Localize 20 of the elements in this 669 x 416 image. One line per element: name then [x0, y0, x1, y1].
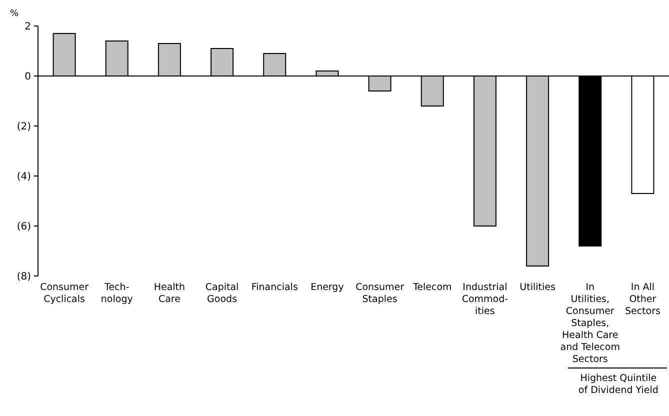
- x-tick-label: Health Care: [154, 282, 186, 305]
- y-tick-label: 0: [24, 72, 31, 82]
- x-tick-label: Financials: [251, 282, 298, 293]
- y-tick-label: (8): [16, 272, 32, 282]
- x-tick-label: In All Other Sectors: [624, 282, 660, 317]
- x-tick-label: Energy: [310, 282, 344, 293]
- y-tick-label: (4): [16, 172, 32, 182]
- text: Highest Quintile of Dividend Yield: [578, 373, 658, 396]
- y-tick-label: (6): [16, 222, 32, 232]
- y-tick-label: (2): [16, 122, 32, 132]
- x-tick-label: Utilities: [520, 282, 556, 293]
- y-axis-title: %: [10, 9, 19, 19]
- y-tick-label: 2: [24, 22, 31, 32]
- x-tick-label: Capital Goods: [205, 282, 239, 305]
- x-tick-label: Telecom: [412, 282, 452, 293]
- x-tick-label: Tech- nology: [100, 282, 134, 305]
- x-tick-label: Industrial Commod- ities: [462, 282, 508, 317]
- x-tick-label: Consumer Cyclicals: [40, 282, 89, 305]
- x-tick-label: In Utilities, Consumer Staples, Health Care and Telecom Sectors: [560, 282, 620, 365]
- x-tick-label: Consumer Staples: [356, 282, 404, 305]
